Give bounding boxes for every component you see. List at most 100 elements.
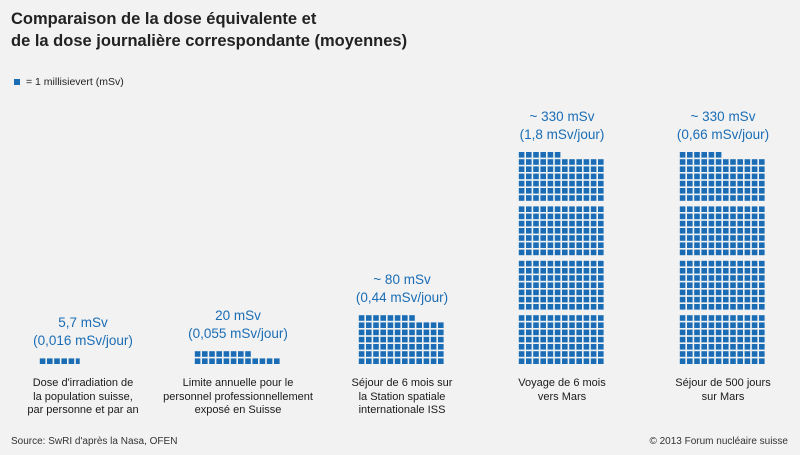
dose-unit-square: [751, 188, 758, 194]
category-label-line: Dose d'irradiation de: [32, 377, 134, 389]
value-label-line: 5,7 mSv: [58, 315, 108, 331]
dose-unit-square: [583, 220, 590, 227]
dose-unit-square: [679, 213, 686, 220]
dose-unit-square: [715, 304, 722, 310]
dose-unit-square: [423, 358, 430, 364]
dose-unit-square: [759, 268, 765, 274]
dose-unit-square: [533, 166, 539, 172]
dose-unit-square: [744, 235, 751, 241]
dose-unit-square: [576, 336, 582, 343]
dose-unit-square: [576, 173, 582, 180]
dose-unit-square: [715, 173, 722, 180]
dose-unit-square: [590, 358, 597, 364]
dose-unit-square: [737, 304, 743, 310]
dose-unit-square: [562, 195, 568, 201]
dose-unit-square: [715, 344, 722, 350]
value-label-4: ~ 330 mSv (1,8 mSv/jour): [487, 108, 637, 144]
dose-unit-square: [402, 329, 408, 336]
dose-unit-square: [576, 351, 582, 357]
dose-unit-square: [576, 260, 582, 267]
dose-unit-square: [75, 358, 80, 364]
dose-unit-square: [194, 351, 201, 357]
dose-unit-square: [751, 260, 758, 267]
dose-unit-square: [598, 180, 604, 187]
dose-unit-square: [744, 195, 751, 201]
dose-unit-square: [562, 289, 568, 296]
dose-unit-square: [598, 173, 604, 180]
dose-unit-square: [583, 213, 590, 220]
dose-unit-square: [540, 358, 546, 364]
dose-unit-square: [430, 351, 437, 357]
dose-unit-square: [687, 195, 693, 201]
dose-unit-square: [583, 336, 590, 343]
dose-unit-square: [274, 358, 280, 364]
dose-unit-square: [518, 260, 525, 267]
dose-unit-square: [723, 358, 729, 364]
dose-unit-square: [518, 329, 525, 336]
dose-unit-square: [576, 220, 582, 227]
dose-unit-square: [223, 351, 230, 357]
dose-unit-square: [547, 260, 554, 267]
dose-unit-square: [694, 329, 700, 336]
dose-unit-square: [590, 173, 597, 180]
dose-unit-square: [744, 228, 751, 234]
dose-unit-square: [701, 282, 707, 288]
dose-unit-square: [730, 206, 736, 212]
dose-unit-square: [694, 180, 700, 187]
dose-unit-square: [751, 213, 758, 220]
dose-unit-square: [216, 351, 222, 357]
dose-unit-square: [590, 336, 597, 343]
dose-unit-square: [701, 213, 707, 220]
dose-unit-square: [744, 242, 751, 248]
dose-unit-square: [751, 249, 758, 256]
dose-unit-square: [730, 289, 736, 296]
dose-unit-square: [744, 180, 751, 187]
dose-unit-square: [366, 336, 372, 343]
dose-unit-square: [518, 282, 525, 288]
dose-unit-square: [687, 152, 693, 158]
dose-unit-square: [751, 242, 758, 248]
dose-unit-square: [679, 195, 686, 201]
dose-unit-square: [569, 289, 575, 296]
dose-unit-square: [569, 188, 575, 194]
dose-unit-square: [526, 304, 532, 310]
dose-unit-square: [569, 322, 575, 328]
dose-unit-square: [694, 220, 700, 227]
dose-unit-square: [737, 275, 743, 281]
dose-unit-square: [737, 173, 743, 180]
dose-unit-square: [744, 344, 751, 350]
dose-unit-square: [583, 228, 590, 234]
dose-unit-square: [518, 220, 525, 227]
dose-unit-square: [554, 195, 561, 201]
dose-unit-square: [708, 296, 715, 303]
category-label-line: vers Mars: [537, 390, 587, 403]
dose-unit-square: [526, 249, 532, 256]
dose-unit-square: [590, 235, 597, 241]
dose-unit-square: [540, 213, 546, 220]
dose-unit-square: [518, 296, 525, 303]
dose-unit-square: [737, 268, 743, 274]
dose-unit-square: [744, 289, 751, 296]
dose-unit-square: [590, 195, 597, 201]
dose-unit-square: [387, 344, 394, 350]
dose-unit-square: [759, 220, 765, 227]
dose-unit-square: [438, 344, 444, 350]
dose-unit-square: [694, 275, 700, 281]
dose-unit-square: [54, 358, 60, 364]
dose-unit-square: [518, 289, 525, 296]
dose-unit-square: [744, 260, 751, 267]
dose-unit-square: [701, 275, 707, 281]
dose-unit-square: [554, 296, 561, 303]
dose-unit-square: [547, 296, 554, 303]
dose-unit-square: [687, 159, 693, 165]
dose-unit-square: [759, 358, 765, 364]
value-label-line: (1,8 mSv/jour): [519, 127, 605, 142]
dose-unit-square: [598, 296, 604, 303]
dose-unit-square: [598, 289, 604, 296]
dose-unit-square: [583, 289, 590, 296]
dose-unit-square: [230, 351, 237, 357]
dose-unit-square: [730, 159, 736, 165]
dose-unit-square: [554, 242, 561, 248]
dose-unit-square: [598, 159, 604, 165]
dose-unit-square: [358, 336, 365, 343]
